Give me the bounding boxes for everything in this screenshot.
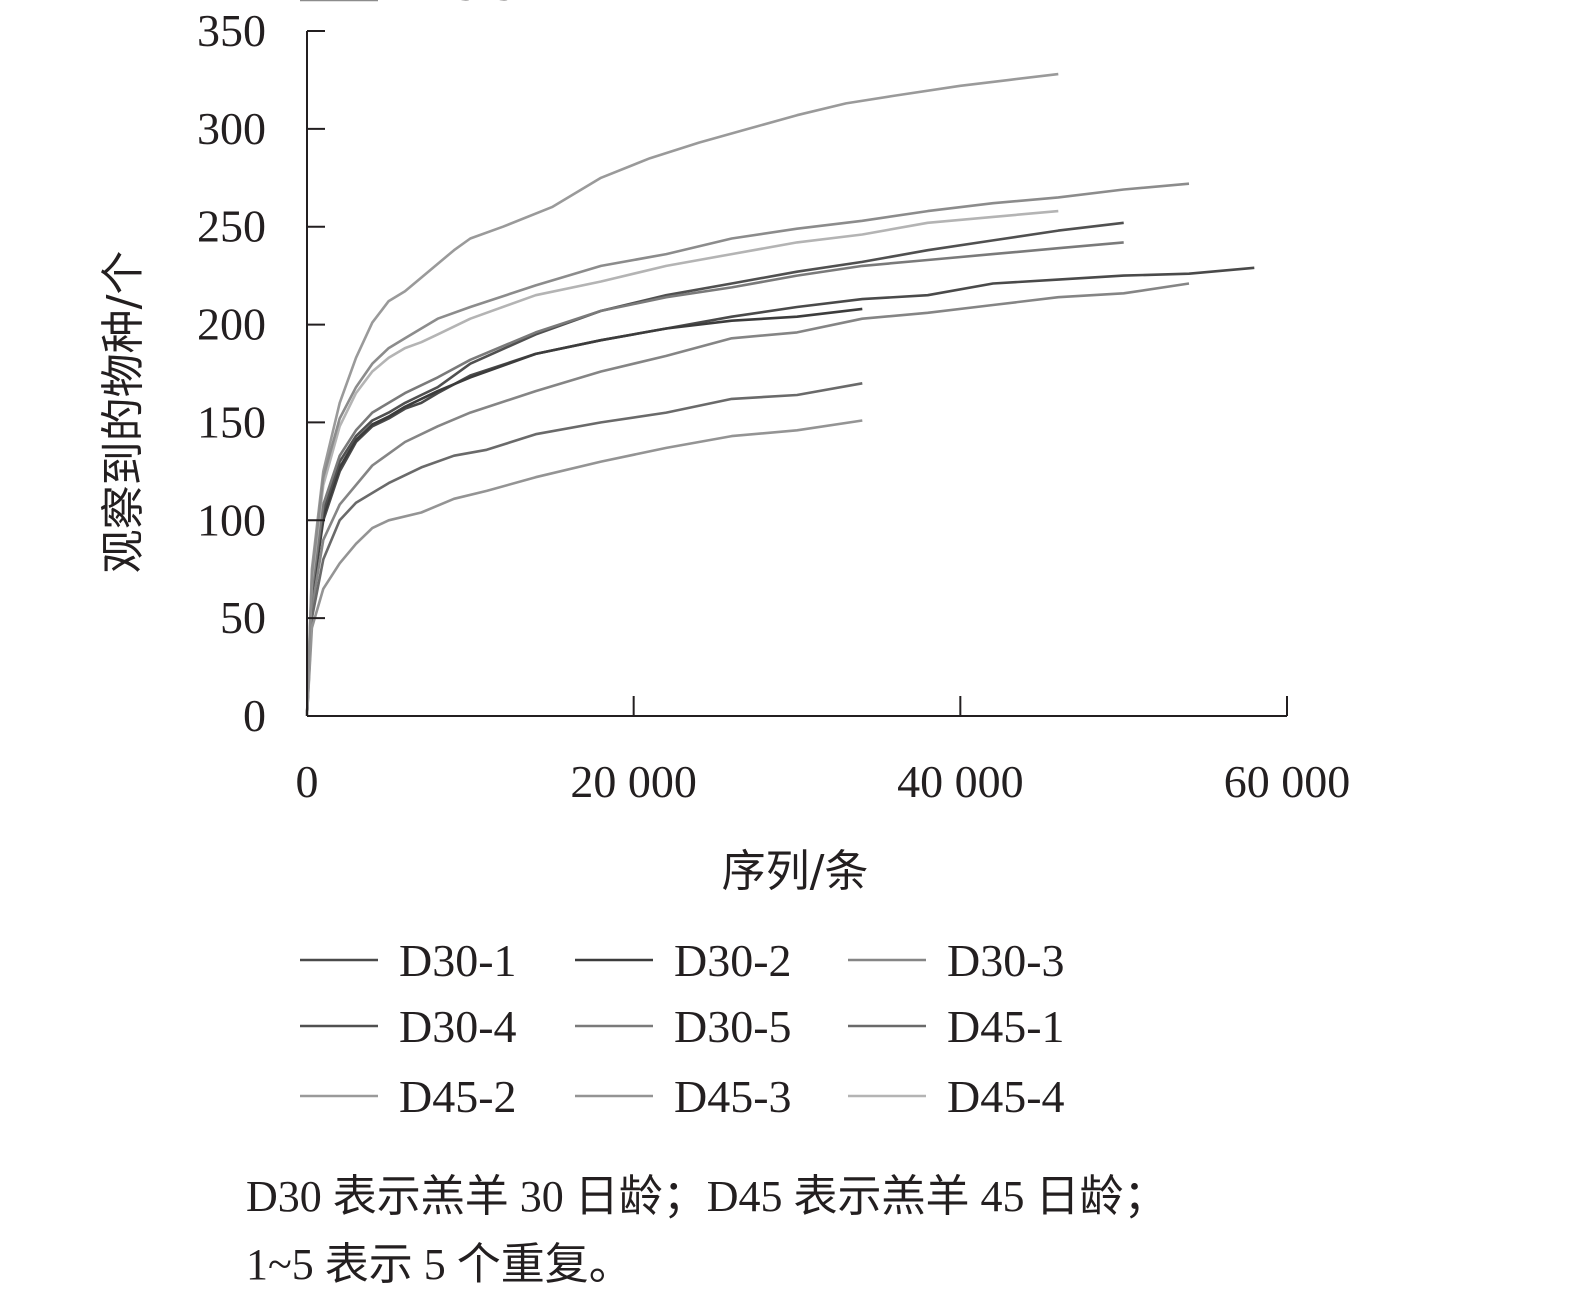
legend-item-d45-4: D45-4 (848, 1071, 1065, 1122)
y-axis-title: 观察到的物种/个 (98, 251, 149, 574)
series-line-d30-4 (305, 221, 1124, 717)
y-tick-label: 300 (197, 103, 266, 154)
y-tick-label: 250 (197, 201, 266, 252)
caption-note-line-1: D30 表示羔羊 30 日龄；D45 表示羔羊 45 日龄； (246, 1172, 1168, 1221)
legend-item-d30-5: D30-5 (575, 1001, 792, 1052)
x-tick-label: 40 000 (897, 756, 1024, 807)
series-line-d30-3 (305, 282, 1190, 717)
x-tick-label: 0 (296, 756, 319, 807)
series-line-d45-3 (305, 419, 863, 717)
x-tick-label: 60 000 (1224, 756, 1351, 807)
legend-label: D30-1 (399, 935, 517, 986)
legend-label: D30-3 (947, 935, 1065, 986)
x-tick-label: 20 000 (570, 756, 697, 807)
legend-item-d45-5: D45-5 (300, 0, 517, 10)
legend-item-d30-4: D30-4 (300, 1001, 517, 1052)
legend-item-d30-2: D30-2 (575, 935, 792, 986)
legend-label: D30-2 (674, 935, 792, 986)
legend-label: D45-5 (399, 0, 517, 10)
y-tick-label: 200 (197, 299, 266, 350)
series-line-d45-5 (305, 182, 1190, 717)
legend-item-d30-1: D30-1 (300, 935, 517, 986)
series-line-d45-4 (305, 209, 1059, 717)
caption-note-line-2: 1~5 表示 5 个重复。 (246, 1240, 633, 1289)
y-tick-label: 0 (243, 690, 266, 741)
x-axis-title: 序列/条 (722, 846, 869, 897)
legend-label: D30-4 (399, 1001, 517, 1052)
legend-item-d45-2: D45-2 (300, 1071, 517, 1122)
y-tick-label: 50 (220, 592, 266, 643)
legend-label: D45-2 (399, 1071, 517, 1122)
series-layer (305, 72, 1255, 717)
y-tick-label: 100 (197, 494, 266, 545)
legend-item-d45-1: D45-1 (848, 1001, 1065, 1052)
legend-label: D45-3 (674, 1071, 792, 1122)
y-tick-label: 150 (197, 396, 266, 447)
series-line-d30-2 (305, 307, 863, 717)
legend-item-d45-3: D45-3 (575, 1071, 792, 1122)
legend-label: D30-5 (674, 1001, 792, 1052)
series-line-d45-2 (305, 72, 1059, 717)
legend-item-d30-3: D30-3 (848, 935, 1065, 986)
y-tick-label: 350 (197, 5, 266, 56)
axes-layer: 0 50 100 150 200 250 300 350 0 20 000 40 000 60 000 (197, 5, 1350, 807)
series-line-d45-1 (305, 382, 863, 717)
series-line-d30-5 (305, 241, 1124, 717)
legend-label: D45-4 (947, 1071, 1065, 1122)
legend: D30-1 D30-2 D30-3 D30-4 D30-5 D45-1 D45-2 D45-3… (300, 0, 1065, 1122)
legend-label: D45-1 (947, 1001, 1065, 1052)
